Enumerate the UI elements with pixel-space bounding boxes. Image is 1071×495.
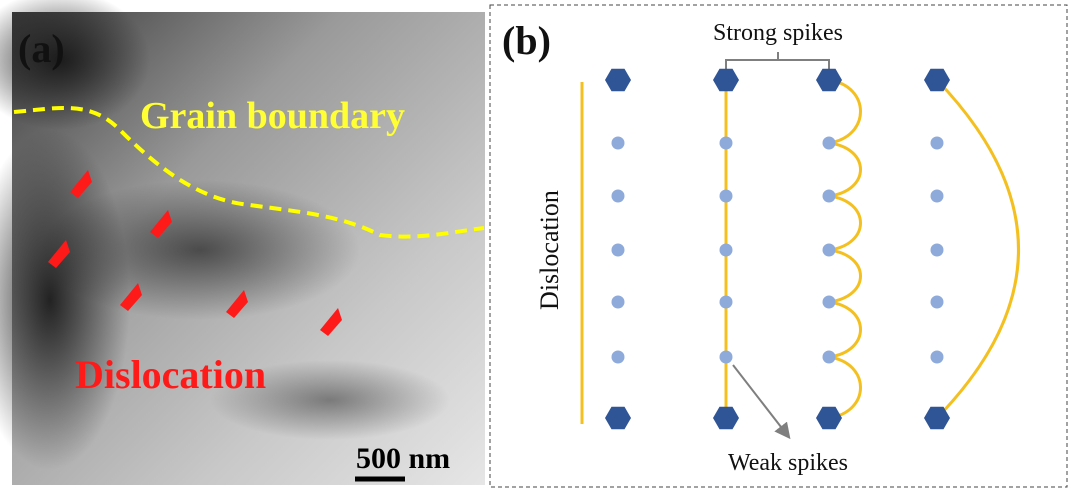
strong-spike: [605, 407, 631, 430]
panel-b-border: [490, 5, 1067, 487]
dislocation-axis-label: Dislocation: [535, 190, 564, 310]
atoms: [605, 69, 950, 430]
scale-bar-label: 500 nm: [356, 442, 450, 475]
weak-spike: [931, 351, 944, 364]
page: (a) Grain boundary Dislocation 500 nm (b…: [0, 0, 1071, 495]
weak-spike: [720, 296, 733, 309]
weak-spike: [823, 190, 836, 203]
strong-spike: [713, 407, 739, 430]
weak-spike: [823, 296, 836, 309]
strong-spikes-label: Strong spikes: [713, 20, 843, 46]
weak-spike-arrow: [733, 365, 788, 436]
strong-spike: [816, 69, 842, 92]
weak-spike: [720, 137, 733, 150]
weak-spike: [720, 244, 733, 257]
dark-region: [40, 180, 360, 320]
strong-spike: [816, 407, 842, 430]
weak-spike: [823, 244, 836, 257]
panel-label: (b): [502, 18, 551, 63]
strong-spike: [713, 69, 739, 92]
weak-spike: [823, 137, 836, 150]
strong-spike: [605, 69, 631, 92]
weak-spike: [931, 244, 944, 257]
weak-spike: [823, 351, 836, 364]
weak-spike: [612, 137, 625, 150]
weak-spike: [720, 190, 733, 203]
figure: (a) Grain boundary Dislocation 500 nm (b…: [0, 0, 1071, 495]
weak-spike: [612, 296, 625, 309]
weak-spike: [931, 190, 944, 203]
weak-spike: [931, 137, 944, 150]
panel-label: (a): [18, 26, 65, 71]
weak-spike: [720, 351, 733, 364]
weak-spikes-label: Weak spikes: [728, 450, 848, 476]
weak-spike: [612, 190, 625, 203]
dislocation-line: [937, 80, 1019, 418]
weak-spike: [612, 244, 625, 257]
weak-spike: [931, 296, 944, 309]
grain-boundary-label: Grain boundary: [140, 95, 405, 137]
dislocation-label: Dislocation: [75, 352, 266, 397]
bracket: [726, 52, 829, 72]
micrograph: (a) Grain boundary Dislocation 500 nm: [0, 0, 485, 485]
weak-spike: [612, 351, 625, 364]
